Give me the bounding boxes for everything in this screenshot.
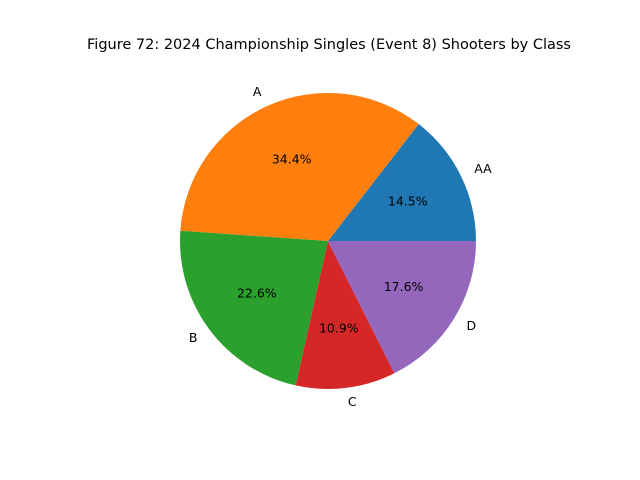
category-label-d: D — [467, 318, 477, 333]
category-label-b: B — [189, 330, 198, 345]
percent-label-a: 34.4% — [272, 151, 312, 166]
pie-slice-b — [180, 230, 328, 386]
chart-title: Figure 72: 2024 Championship Singles (Ev… — [87, 37, 571, 53]
category-label-a: A — [253, 84, 262, 99]
pie-slice-a — [180, 93, 419, 242]
percent-label-d: 17.6% — [384, 279, 424, 294]
percent-label-b: 22.6% — [237, 286, 277, 301]
category-label-c: C — [348, 394, 357, 409]
pie-slice-aa — [328, 124, 476, 241]
pie-slice-c — [295, 241, 395, 389]
percent-label-aa: 14.5% — [388, 193, 428, 208]
pie-labels: AA 14.5% A 34.4% B 22.6% C 10.9% D 17.6% — [189, 84, 492, 409]
percent-label-c: 10.9% — [319, 321, 359, 336]
category-label-aa: AA — [474, 161, 492, 176]
pie-slice-d — [328, 241, 476, 374]
pie-slices — [180, 93, 476, 389]
